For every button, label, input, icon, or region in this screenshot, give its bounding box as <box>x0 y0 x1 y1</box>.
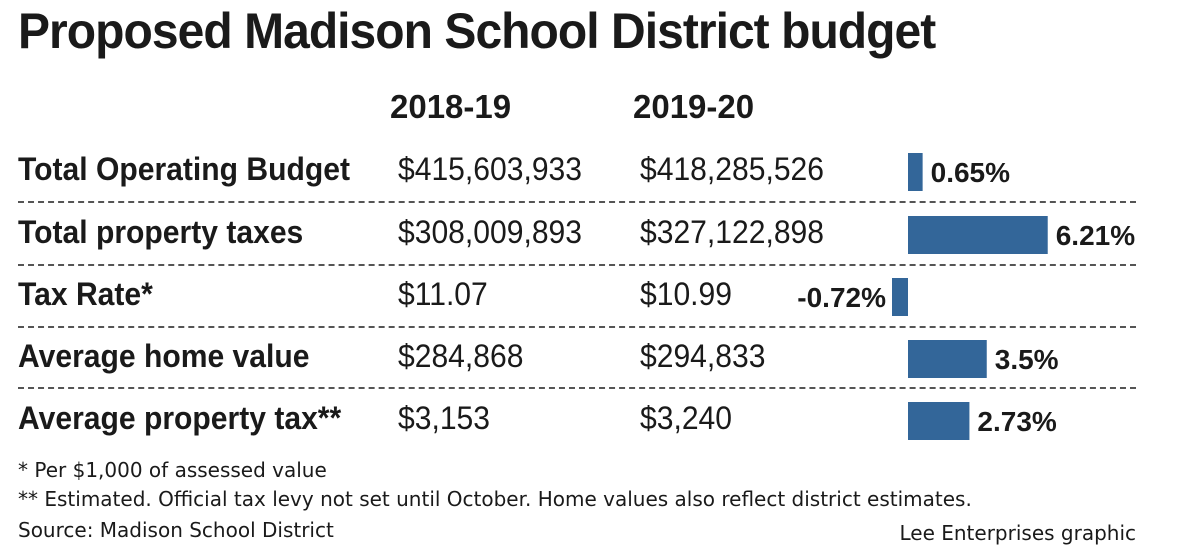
footnote-estimated: ** Estimated. Official tax levy not set … <box>18 487 972 511</box>
row-label: Average property tax** <box>18 400 342 436</box>
change-label: -0.72% <box>797 282 886 313</box>
change-bar <box>892 278 908 316</box>
value-2018-19: $415,603,933 <box>398 151 583 187</box>
column-header-2018-19: 2018-19 <box>390 88 512 125</box>
change-bar <box>908 153 923 191</box>
row-divider <box>18 326 1136 328</box>
change-label: 0.65% <box>931 157 1010 188</box>
change-bar <box>908 402 970 440</box>
table-row-average-property-tax: Average property tax** $3,153 $3,240 <box>0 389 1180 451</box>
change-bar <box>908 216 1048 254</box>
row-label: Total Operating Budget <box>18 151 350 187</box>
table-row-average-home-value: Average home value $284,868 $294,833 <box>0 327 1180 389</box>
table-row-tax-rate: Tax Rate* $11.07 $10.99 <box>0 265 1180 327</box>
column-header-2019-20: 2019-20 <box>633 88 755 125</box>
value-2019-20: $10.99 <box>640 276 733 312</box>
change-label: 6.21% <box>1056 220 1135 251</box>
value-2019-20: $418,285,526 <box>640 151 825 187</box>
row-divider <box>18 264 1136 266</box>
value-2018-19: $284,868 <box>398 338 524 374</box>
row-divider <box>18 387 1136 389</box>
change-label: 3.5% <box>995 344 1059 375</box>
change-label: 2.73% <box>977 406 1056 437</box>
change-bar <box>908 340 987 378</box>
value-2018-19: $11.07 <box>398 276 488 312</box>
table-row-total-property-taxes: Total property taxes $308,009,893 $327,1… <box>0 203 1180 265</box>
row-label: Tax Rate* <box>18 276 153 312</box>
row-label: Average home value <box>18 338 310 374</box>
row-label: Total property taxes <box>18 214 304 250</box>
value-2019-20: $294,833 <box>640 338 766 374</box>
graphic-credit: Lee Enterprises graphic <box>899 521 1136 545</box>
footnote-tax-rate: * Per $1,000 of assessed value <box>18 458 327 482</box>
value-2019-20: $327,122,898 <box>640 214 825 250</box>
row-divider <box>18 201 1136 203</box>
source-line: Source: Madison School District <box>18 518 334 542</box>
percent-change-bars: 0.65% 6.21% -0.72% 3.5% 2.73% <box>797 153 1135 440</box>
chart-title: Proposed Madison School District budget <box>18 3 936 59</box>
value-2019-20: $3,240 <box>640 400 733 436</box>
value-2018-19: $308,009,893 <box>398 214 583 250</box>
value-2018-19: $3,153 <box>398 400 491 436</box>
table-row-total-operating-budget: Total Operating Budget $415,603,933 $418… <box>0 140 1180 202</box>
